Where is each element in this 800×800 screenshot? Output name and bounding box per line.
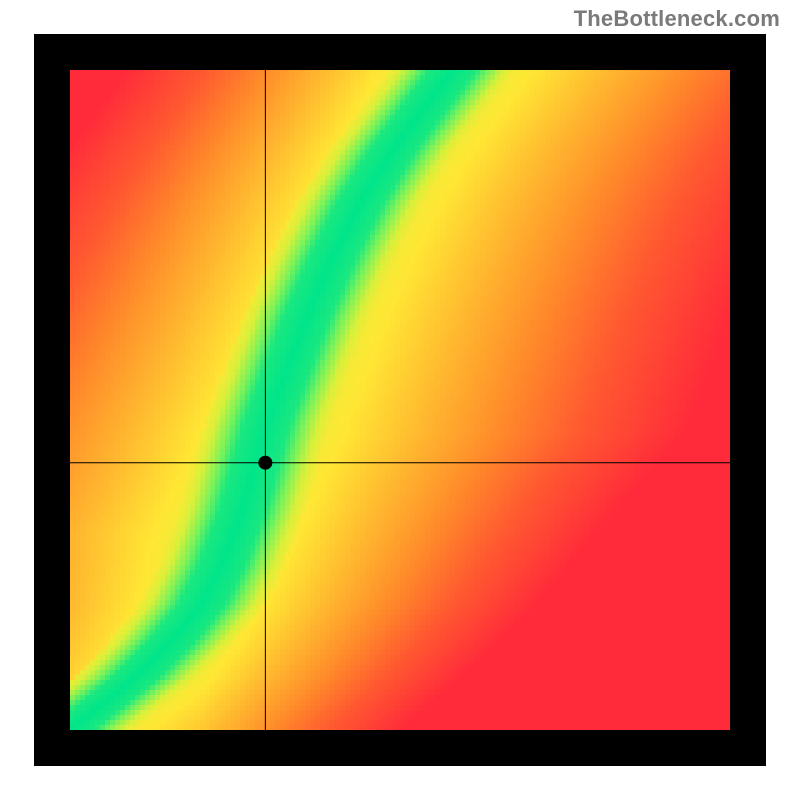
heatmap-canvas (70, 70, 730, 730)
watermark-text: TheBottleneck.com (574, 6, 780, 32)
plot-frame (34, 34, 766, 766)
